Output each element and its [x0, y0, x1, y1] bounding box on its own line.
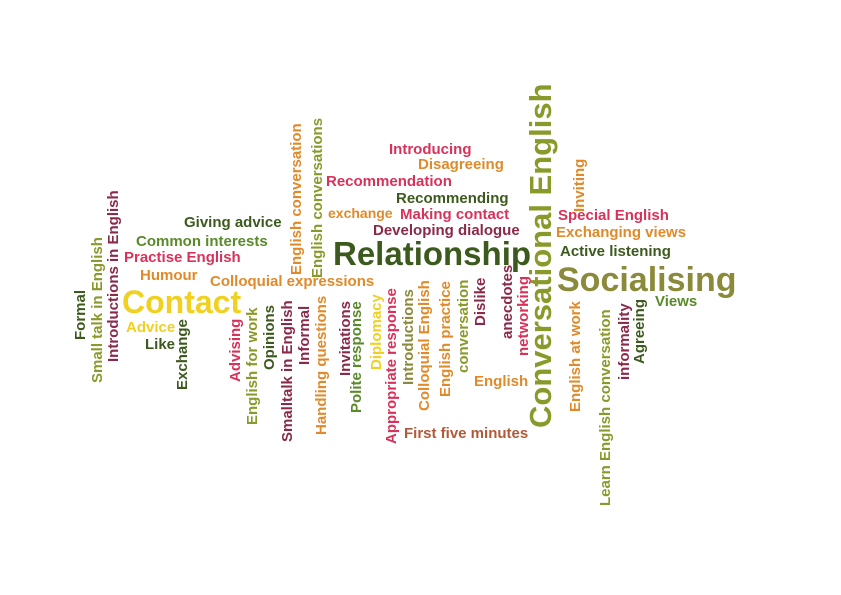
word-inviting: Inviting	[571, 158, 588, 212]
word-formal: Formal	[72, 289, 89, 340]
word-anecdotes: anecdotes	[499, 264, 516, 339]
word-first-five-minutes: First five minutes	[404, 425, 529, 442]
word-socialising: Socialising	[557, 261, 737, 299]
word-dislike: Dislike	[472, 277, 489, 326]
word-exchanging-views: Exchanging views	[556, 224, 687, 241]
word-informal: Informal	[296, 305, 313, 365]
word-special-english: Special English	[558, 207, 669, 224]
word-agreeing: Agreeing	[631, 298, 648, 364]
word-small-talk-in-english: Small talk in English	[89, 237, 106, 383]
word-smalltalk-in-english: Smalltalk in English	[279, 300, 296, 442]
word-learn-english-conversation: Learn English conversation	[597, 309, 614, 506]
word-active-listening: Active listening	[560, 243, 671, 260]
word-disagreeing: Disagreeing	[418, 156, 504, 173]
word-humour: Humour	[140, 267, 198, 284]
word-english: English	[474, 373, 529, 390]
word-developing-dialogue: Developing dialogue	[373, 222, 520, 239]
word-conversation: conversation	[455, 279, 472, 373]
word-english-conversation: English conversation	[288, 123, 305, 275]
word-colloquial-expressions: Colloquial expressions	[210, 273, 375, 290]
word-recommending: Recommending	[396, 190, 509, 207]
word-giving-advice: Giving advice	[184, 214, 282, 231]
word-english-conversations: English conversations	[309, 117, 326, 278]
word-advice: Advice	[126, 319, 176, 336]
word-common-interests: Common interests	[136, 233, 268, 250]
word-introducing: Introducing	[389, 141, 472, 158]
word-like: Like	[145, 336, 176, 353]
word-relationship: Relationship	[333, 235, 532, 272]
word-introductions-in-english: Introductions in English	[105, 190, 122, 362]
word-making-contact: Making contact	[400, 206, 510, 223]
word-opinions: Opinions	[261, 305, 278, 370]
word-recommendation: Recommendation	[326, 173, 452, 190]
word-advising: Advising	[227, 318, 244, 382]
word-exchange-vertical: Exchange	[174, 319, 191, 390]
word-colloquial-english: Colloquial English	[416, 280, 433, 411]
word-views: Views	[655, 293, 698, 310]
word-english-practice: English practice	[437, 281, 454, 397]
word-informality: informality	[616, 303, 633, 380]
word-introductions: Introductions	[400, 289, 417, 385]
word-diplomacy: Diplomacy	[368, 294, 385, 370]
word-networking: networking	[515, 275, 532, 356]
word-exchange: exchange	[328, 205, 393, 221]
word-appropriate-response: Appropriate response	[383, 288, 400, 444]
word-polite-response: Polite response	[348, 301, 365, 413]
word-english-at-work: English at work	[567, 301, 584, 412]
word-contact: Contact	[122, 284, 242, 320]
word-handling-questions: Handling questions	[313, 295, 330, 435]
word-english-for-work: English for work	[244, 307, 261, 425]
word-practise-english: Practise English	[124, 249, 241, 266]
